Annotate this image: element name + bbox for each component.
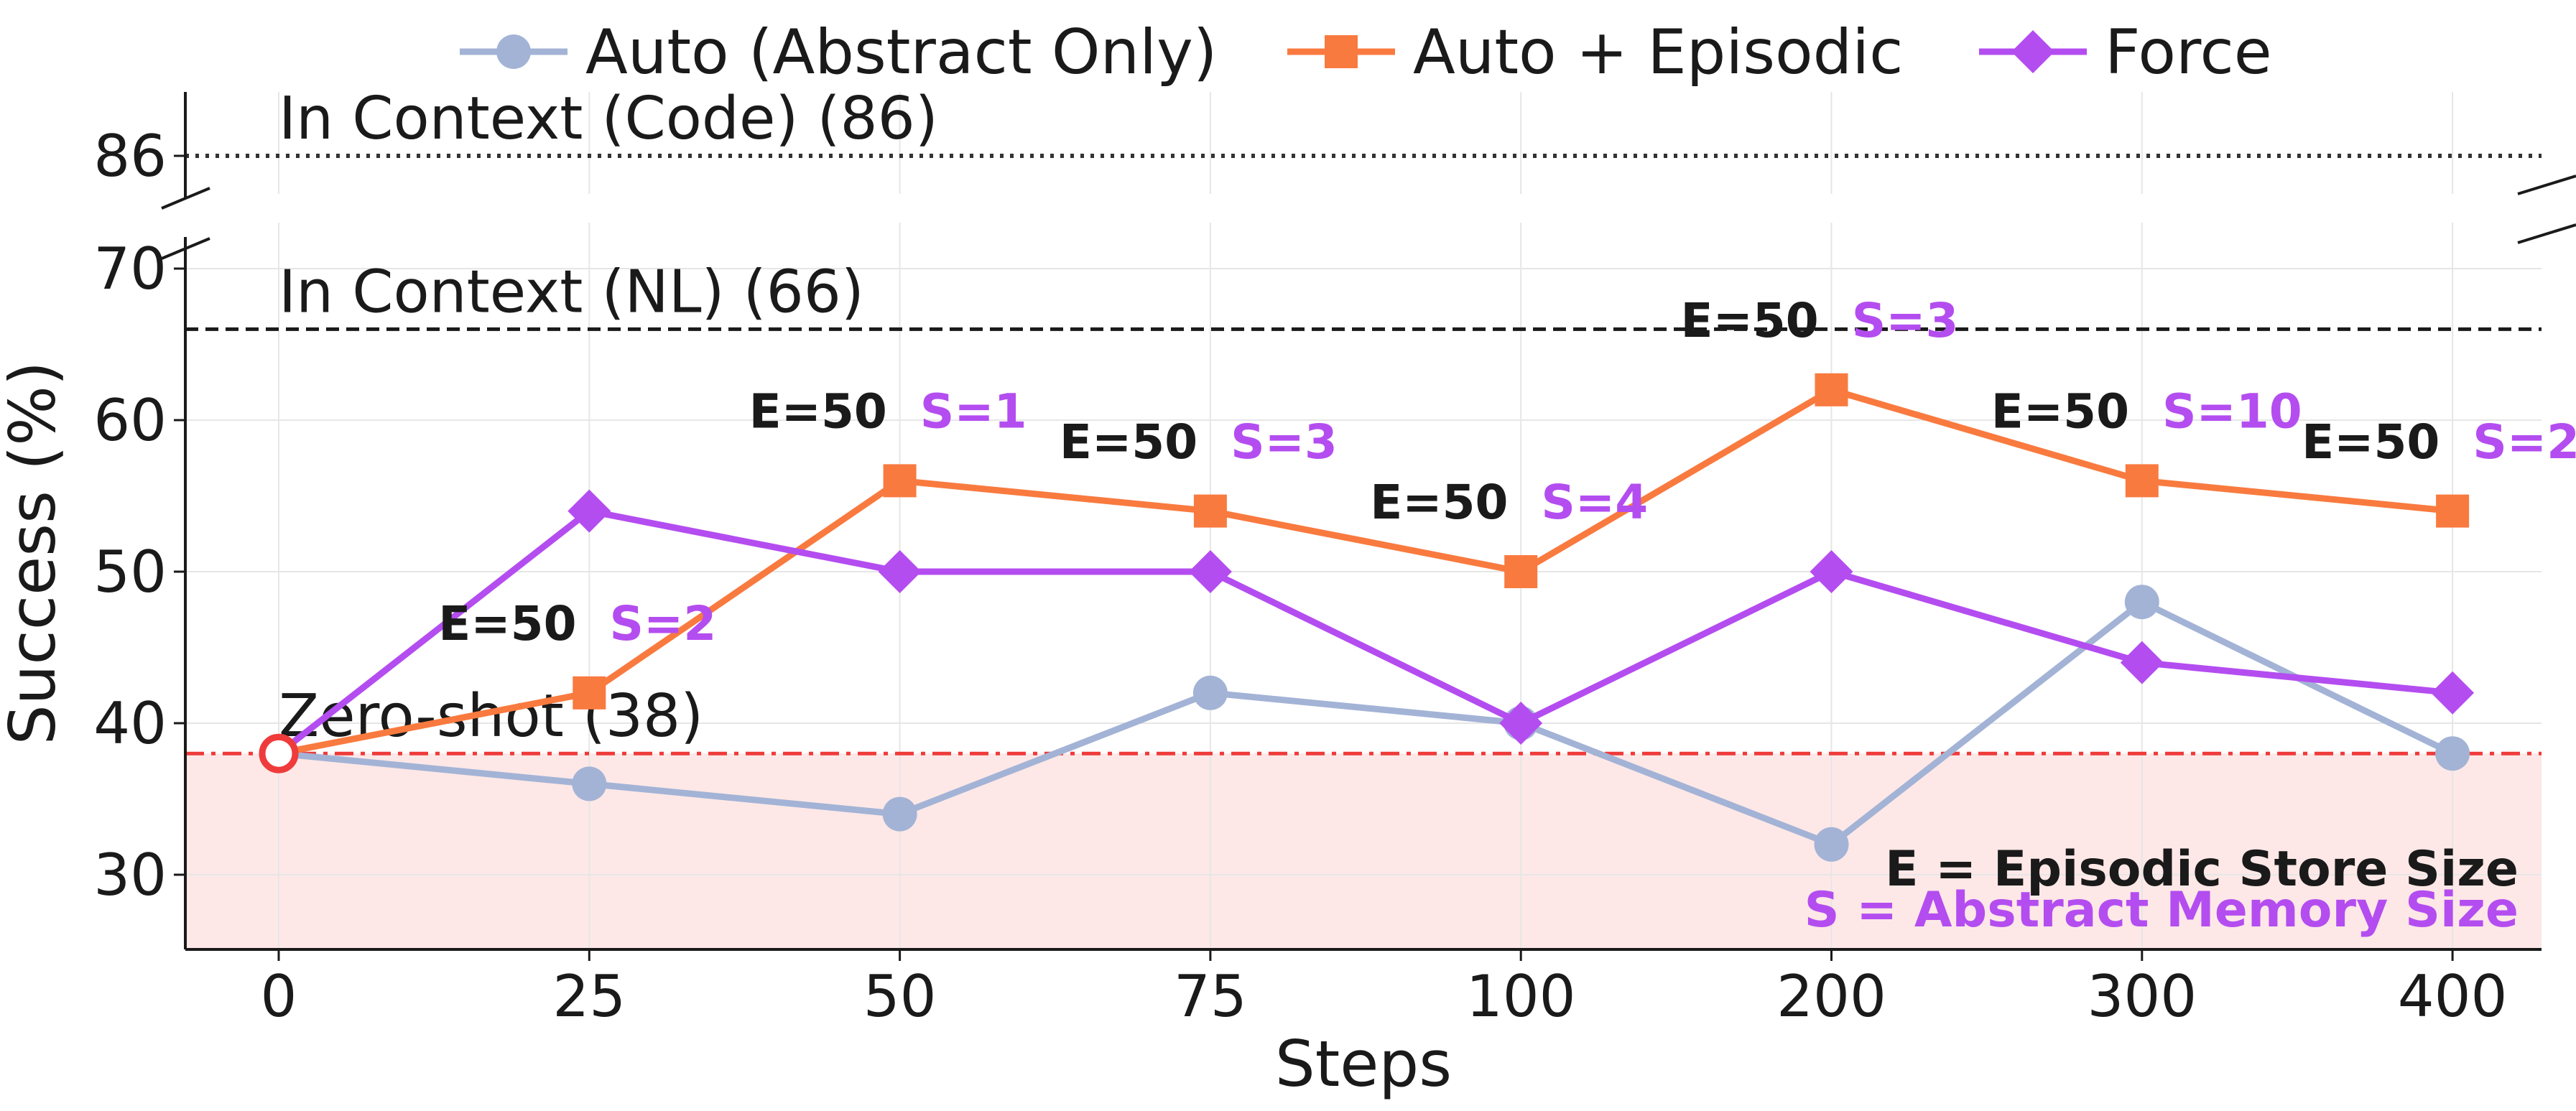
y-tick-label: 86	[93, 123, 167, 190]
annotation-e: E=50	[2302, 414, 2473, 470]
annotation-e: E=50	[438, 596, 609, 651]
legend-label: Auto (Abstract Only)	[585, 17, 1217, 88]
x-tick-label: 50	[863, 963, 937, 1030]
y-axis-label: Success (%)	[0, 361, 70, 745]
footnote-abstract: S = Abstract Memory Size	[1804, 882, 2519, 939]
data-point-force	[1499, 702, 1543, 745]
x-tick-label: 75	[1174, 963, 1247, 1030]
annotation-s: S=3	[1231, 414, 1338, 470]
annotation-label: E=50 S=3	[1060, 414, 1338, 470]
data-point-auto-abstract-only	[1814, 827, 1849, 862]
annotation-label: E=50 S=4	[1370, 475, 1648, 530]
annotation-e: E=50	[1681, 293, 1852, 348]
axis-break-mark	[161, 187, 210, 210]
legend-item-force: Force	[1979, 17, 2272, 88]
legend-marker	[2011, 30, 2054, 73]
y-tick-label: 50	[93, 539, 167, 605]
data-point-auto-episodic	[1193, 494, 1227, 528]
series-auto-episodic	[278, 373, 2470, 757]
legend-item-auto-episodic: Auto + Episodic	[1287, 17, 1903, 88]
axes	[161, 92, 2576, 951]
data-point-auto-abstract-only	[1192, 675, 1228, 710]
y-tick-label: 30	[93, 842, 167, 908]
data-point-auto-episodic	[573, 676, 606, 710]
annotation-label: E=50 S=3	[1681, 293, 1959, 348]
data-point-auto-abstract-only	[2124, 585, 2159, 620]
axis-break-mark	[2517, 223, 2576, 244]
x-tick-label: 400	[2398, 963, 2508, 1030]
data-point-force	[2120, 641, 2164, 684]
axis-break-mark	[2517, 175, 2576, 195]
y-tick-label: 40	[93, 690, 167, 757]
data-point-auto-episodic	[1504, 555, 1538, 588]
annotation-label: E=50 S=10	[1991, 384, 2302, 440]
annotation-s: S=2	[2473, 414, 2576, 470]
annotation-s: S=4	[1541, 475, 1648, 530]
legend-label: Force	[2105, 17, 2272, 88]
data-point-auto-episodic	[883, 464, 917, 498]
tick-labels: 0 25 50 75 100 200 300 400 30 40 50 60 70 86	[93, 123, 2507, 1030]
y-tick-label: 70	[93, 236, 167, 302]
data-point-auto-abstract-only	[2435, 736, 2470, 771]
data-point-force	[2431, 671, 2475, 715]
x-tick-label: 25	[552, 963, 626, 1030]
annotation-s: S=3	[1852, 293, 1959, 348]
x-axis-label: Steps	[1275, 1027, 1452, 1101]
annotation-e: E=50	[1060, 414, 1231, 470]
series-line-auto-abstract-only	[278, 598, 2455, 848]
annotation-s: S=1	[920, 384, 1027, 440]
series-force	[277, 489, 2475, 756]
ref-label-in-context-nl-66: In Context (NL) (66)	[279, 258, 864, 326]
annotation-e: E=50	[749, 384, 920, 440]
series-lines	[259, 373, 2475, 862]
x-tick-label: 300	[2087, 963, 2197, 1030]
legend-marker	[1325, 35, 1358, 68]
annotation-label: E=50 S=1	[749, 384, 1027, 440]
annotation-s: S=2	[609, 596, 716, 651]
legend-marker	[496, 34, 531, 69]
annotation-label: E=50 S=2	[438, 596, 716, 651]
x-tick-label: 0	[261, 963, 297, 1030]
annotation-e: E=50	[1991, 384, 2162, 440]
annotation-e: E=50	[1370, 475, 1541, 530]
ref-label-in-context-code-86: In Context (Code) (86)	[279, 85, 938, 153]
data-point-auto-episodic	[2436, 494, 2470, 528]
x-tick-label: 100	[1466, 963, 1576, 1030]
data-point-force	[1810, 550, 1853, 593]
series-line-force	[277, 508, 2453, 756]
reference-lines: In Context (Code) (86) In Context (NL) (6…	[185, 85, 2542, 756]
data-point-force	[878, 550, 922, 593]
annotation-label: E=50 S=2	[2302, 414, 2576, 470]
legend: Auto (Abstract Only) Auto + Episodic Force	[460, 17, 2272, 88]
data-point-force	[1188, 550, 1232, 593]
series-auto-abstract-only	[278, 585, 2470, 862]
annotation-s: S=10	[2162, 384, 2302, 440]
axis-break-mark	[161, 237, 210, 260]
data-point-auto-episodic	[1815, 373, 1848, 406]
zero-shot-marker	[259, 733, 299, 773]
annotations: E=50 S=2E=50 S=1E=50 S=3E=50 S=4E=50 S=3…	[438, 293, 2576, 651]
x-tick-label: 200	[1776, 963, 1886, 1030]
footnote-episodic: E = Episodic Store Size	[1885, 841, 2519, 898]
data-point-auto-episodic	[2125, 464, 2159, 498]
data-point-auto-abstract-only	[882, 796, 917, 832]
data-point-auto-abstract-only	[572, 766, 607, 801]
legend-item-auto-abstract-only: Auto (Abstract Only)	[460, 17, 1217, 88]
series-line-auto-episodic	[278, 386, 2453, 757]
legend-label: Auto + Episodic	[1413, 17, 1903, 88]
data-point-force	[567, 489, 611, 533]
y-tick-label: 60	[93, 387, 167, 454]
